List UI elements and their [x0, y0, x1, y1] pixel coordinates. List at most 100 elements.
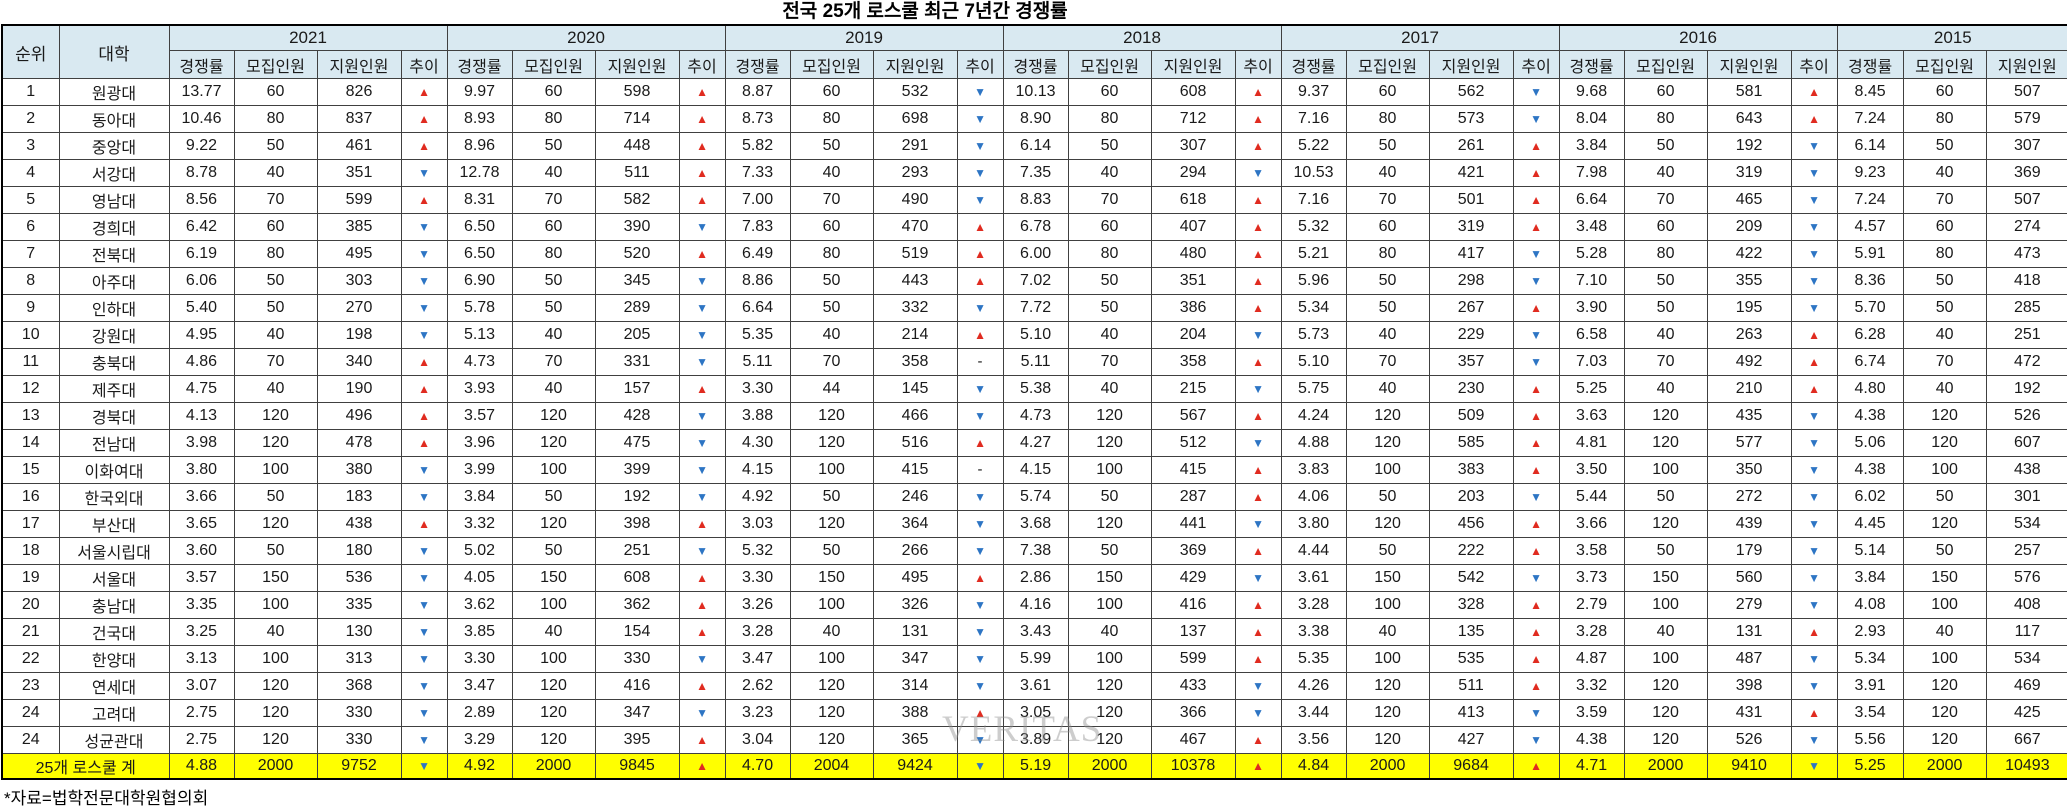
- trend-cell: ▼: [956, 402, 1004, 430]
- trend-cell: ▼: [678, 645, 726, 673]
- applicants-cell: 145: [872, 375, 958, 403]
- trend-cell: ▼: [678, 267, 726, 295]
- trend-cell: ▼: [400, 294, 448, 322]
- recruited-cell: 120: [1345, 672, 1430, 700]
- trend-down-icon: ▼: [974, 409, 986, 423]
- rank-cell: 15: [1, 456, 60, 484]
- university-cell: 아주대: [58, 267, 170, 295]
- rate-cell: 6.06: [168, 267, 235, 295]
- trend-cell: ▲: [1234, 294, 1282, 322]
- trend-cell: ▲: [678, 105, 726, 133]
- trend-up-icon: ▲: [1808, 85, 1821, 99]
- recruited-cell: 150: [1067, 564, 1152, 592]
- recruited-cell: 100: [511, 645, 596, 673]
- trend-cell: ▲: [1512, 402, 1560, 430]
- trend-up-icon: ▲: [1808, 112, 1821, 126]
- trend-down-icon: ▼: [1808, 463, 1821, 477]
- recruited-cell: 50: [1623, 132, 1708, 160]
- rate-cell: 4.15: [724, 456, 791, 484]
- applicants-cell: 712: [1150, 105, 1236, 133]
- trend-up-icon: ▲: [1530, 220, 1543, 234]
- rate-cell: 5.11: [1002, 348, 1069, 376]
- applicants-cell: 332: [872, 294, 958, 322]
- university-cell: 충남대: [58, 591, 170, 619]
- trend-cell: ▼: [400, 213, 448, 241]
- recruited-cell: 120: [1623, 402, 1708, 430]
- applicants-cell: 567: [1150, 402, 1236, 430]
- applicants-cell: 520: [594, 240, 680, 268]
- applicants-cell: 480: [1150, 240, 1236, 268]
- trend-down-icon: ▼: [696, 355, 708, 369]
- applicants-cell: 585: [1428, 429, 1514, 457]
- applicants-cell: 418: [1985, 267, 2067, 295]
- recruited-cell: 70: [1623, 348, 1708, 376]
- applicants-cell: 448: [594, 132, 680, 160]
- rate-cell: 4.71: [1558, 753, 1625, 780]
- recruited-cell: 60: [511, 213, 596, 241]
- trend-up-icon: ▲: [1530, 652, 1543, 666]
- recruited-cell: 40: [1345, 375, 1430, 403]
- trend-cell: ▲: [678, 240, 726, 268]
- table-row: 17 부산대 3.65 120 438 ▲ 3.32 120 398 ▲ 3.03 120 364 ▼ 3.…: [1, 510, 2067, 538]
- trend-up-icon: ▲: [696, 85, 708, 99]
- rate-cell: 4.95: [168, 321, 235, 349]
- applicants-cell: 298: [1428, 267, 1514, 295]
- recruited-cell: 70: [233, 348, 318, 376]
- university-cell: 이화여대: [58, 456, 170, 484]
- rate-cell: 3.26: [724, 591, 791, 619]
- rate-cell: 4.24: [1280, 402, 1347, 430]
- applicants-cell: 340: [316, 348, 402, 376]
- rank-cell: 6: [1, 213, 60, 241]
- rate-cell: 3.56: [1280, 726, 1347, 754]
- trend-cell: ▲: [678, 591, 726, 619]
- rate-cell: 2.62: [724, 672, 791, 700]
- rate-cell: 4.26: [1280, 672, 1347, 700]
- recruited-cell: 40: [1345, 321, 1430, 349]
- applicants-cell: 307: [1985, 132, 2067, 160]
- applicants-cell: 330: [316, 726, 402, 754]
- trend-down-icon: ▼: [1808, 139, 1821, 153]
- trend-cell: ▼: [1790, 159, 1838, 187]
- trend-cell: ▲: [1234, 105, 1282, 133]
- rate-cell: 6.78: [1002, 213, 1069, 241]
- applicants-cell: 438: [1985, 456, 2067, 484]
- recruited-cell: 50: [233, 483, 318, 511]
- rate-cell: 3.80: [1280, 510, 1347, 538]
- recruited-cell: 120: [511, 510, 596, 538]
- rate-cell: 4.57: [1836, 213, 1904, 241]
- trend-up-icon: ▲: [1252, 733, 1264, 747]
- recruited-cell: 50: [511, 132, 596, 160]
- university-cell: 충북대: [58, 348, 170, 376]
- applicants-cell: 473: [1985, 240, 2067, 268]
- recruited-cell: 40: [1623, 375, 1708, 403]
- recruited-cell: 40: [789, 618, 874, 646]
- recruited-cell: 50: [1623, 294, 1708, 322]
- recruited-cell: 2000: [1067, 753, 1152, 780]
- trend-cell: ▼: [956, 618, 1004, 646]
- rate-cell: 8.36: [1836, 267, 1904, 295]
- applicants-cell: 157: [594, 375, 680, 403]
- applicants-cell: 408: [1985, 591, 2067, 619]
- rate-cell: 6.58: [1558, 321, 1625, 349]
- university-cell: 성균관대: [58, 726, 170, 754]
- applicants-cell: 319: [1428, 213, 1514, 241]
- applicants-cell: 516: [872, 429, 958, 457]
- applicants-cell: 608: [1150, 78, 1236, 106]
- table-row: 11 충북대 4.86 70 340 ▲ 4.73 70 331 ▼ 5.11 70 358-5.11 7…: [1, 348, 2067, 376]
- rate-cell: 4.30: [724, 429, 791, 457]
- applicants-cell: 330: [316, 699, 402, 727]
- recruited-cell: 120: [1902, 510, 1987, 538]
- applicants-cell: 507: [1985, 78, 2067, 106]
- university-cell: 동아대: [58, 105, 170, 133]
- trend-cell: ▲: [1512, 429, 1560, 457]
- recruited-cell: 60: [789, 213, 874, 241]
- applicants-cell: 279: [1706, 591, 1792, 619]
- trend-cell: ▲: [400, 132, 448, 160]
- rate-cell: 5.06: [1836, 429, 1904, 457]
- recruited-cell: 50: [1067, 267, 1152, 295]
- trend-cell: ▲: [678, 186, 726, 214]
- university-cell: 영남대: [58, 186, 170, 214]
- recruited-cell: 60: [1067, 213, 1152, 241]
- trend-down-icon: ▼: [1530, 355, 1543, 369]
- trend-down-icon: ▼: [1808, 220, 1821, 234]
